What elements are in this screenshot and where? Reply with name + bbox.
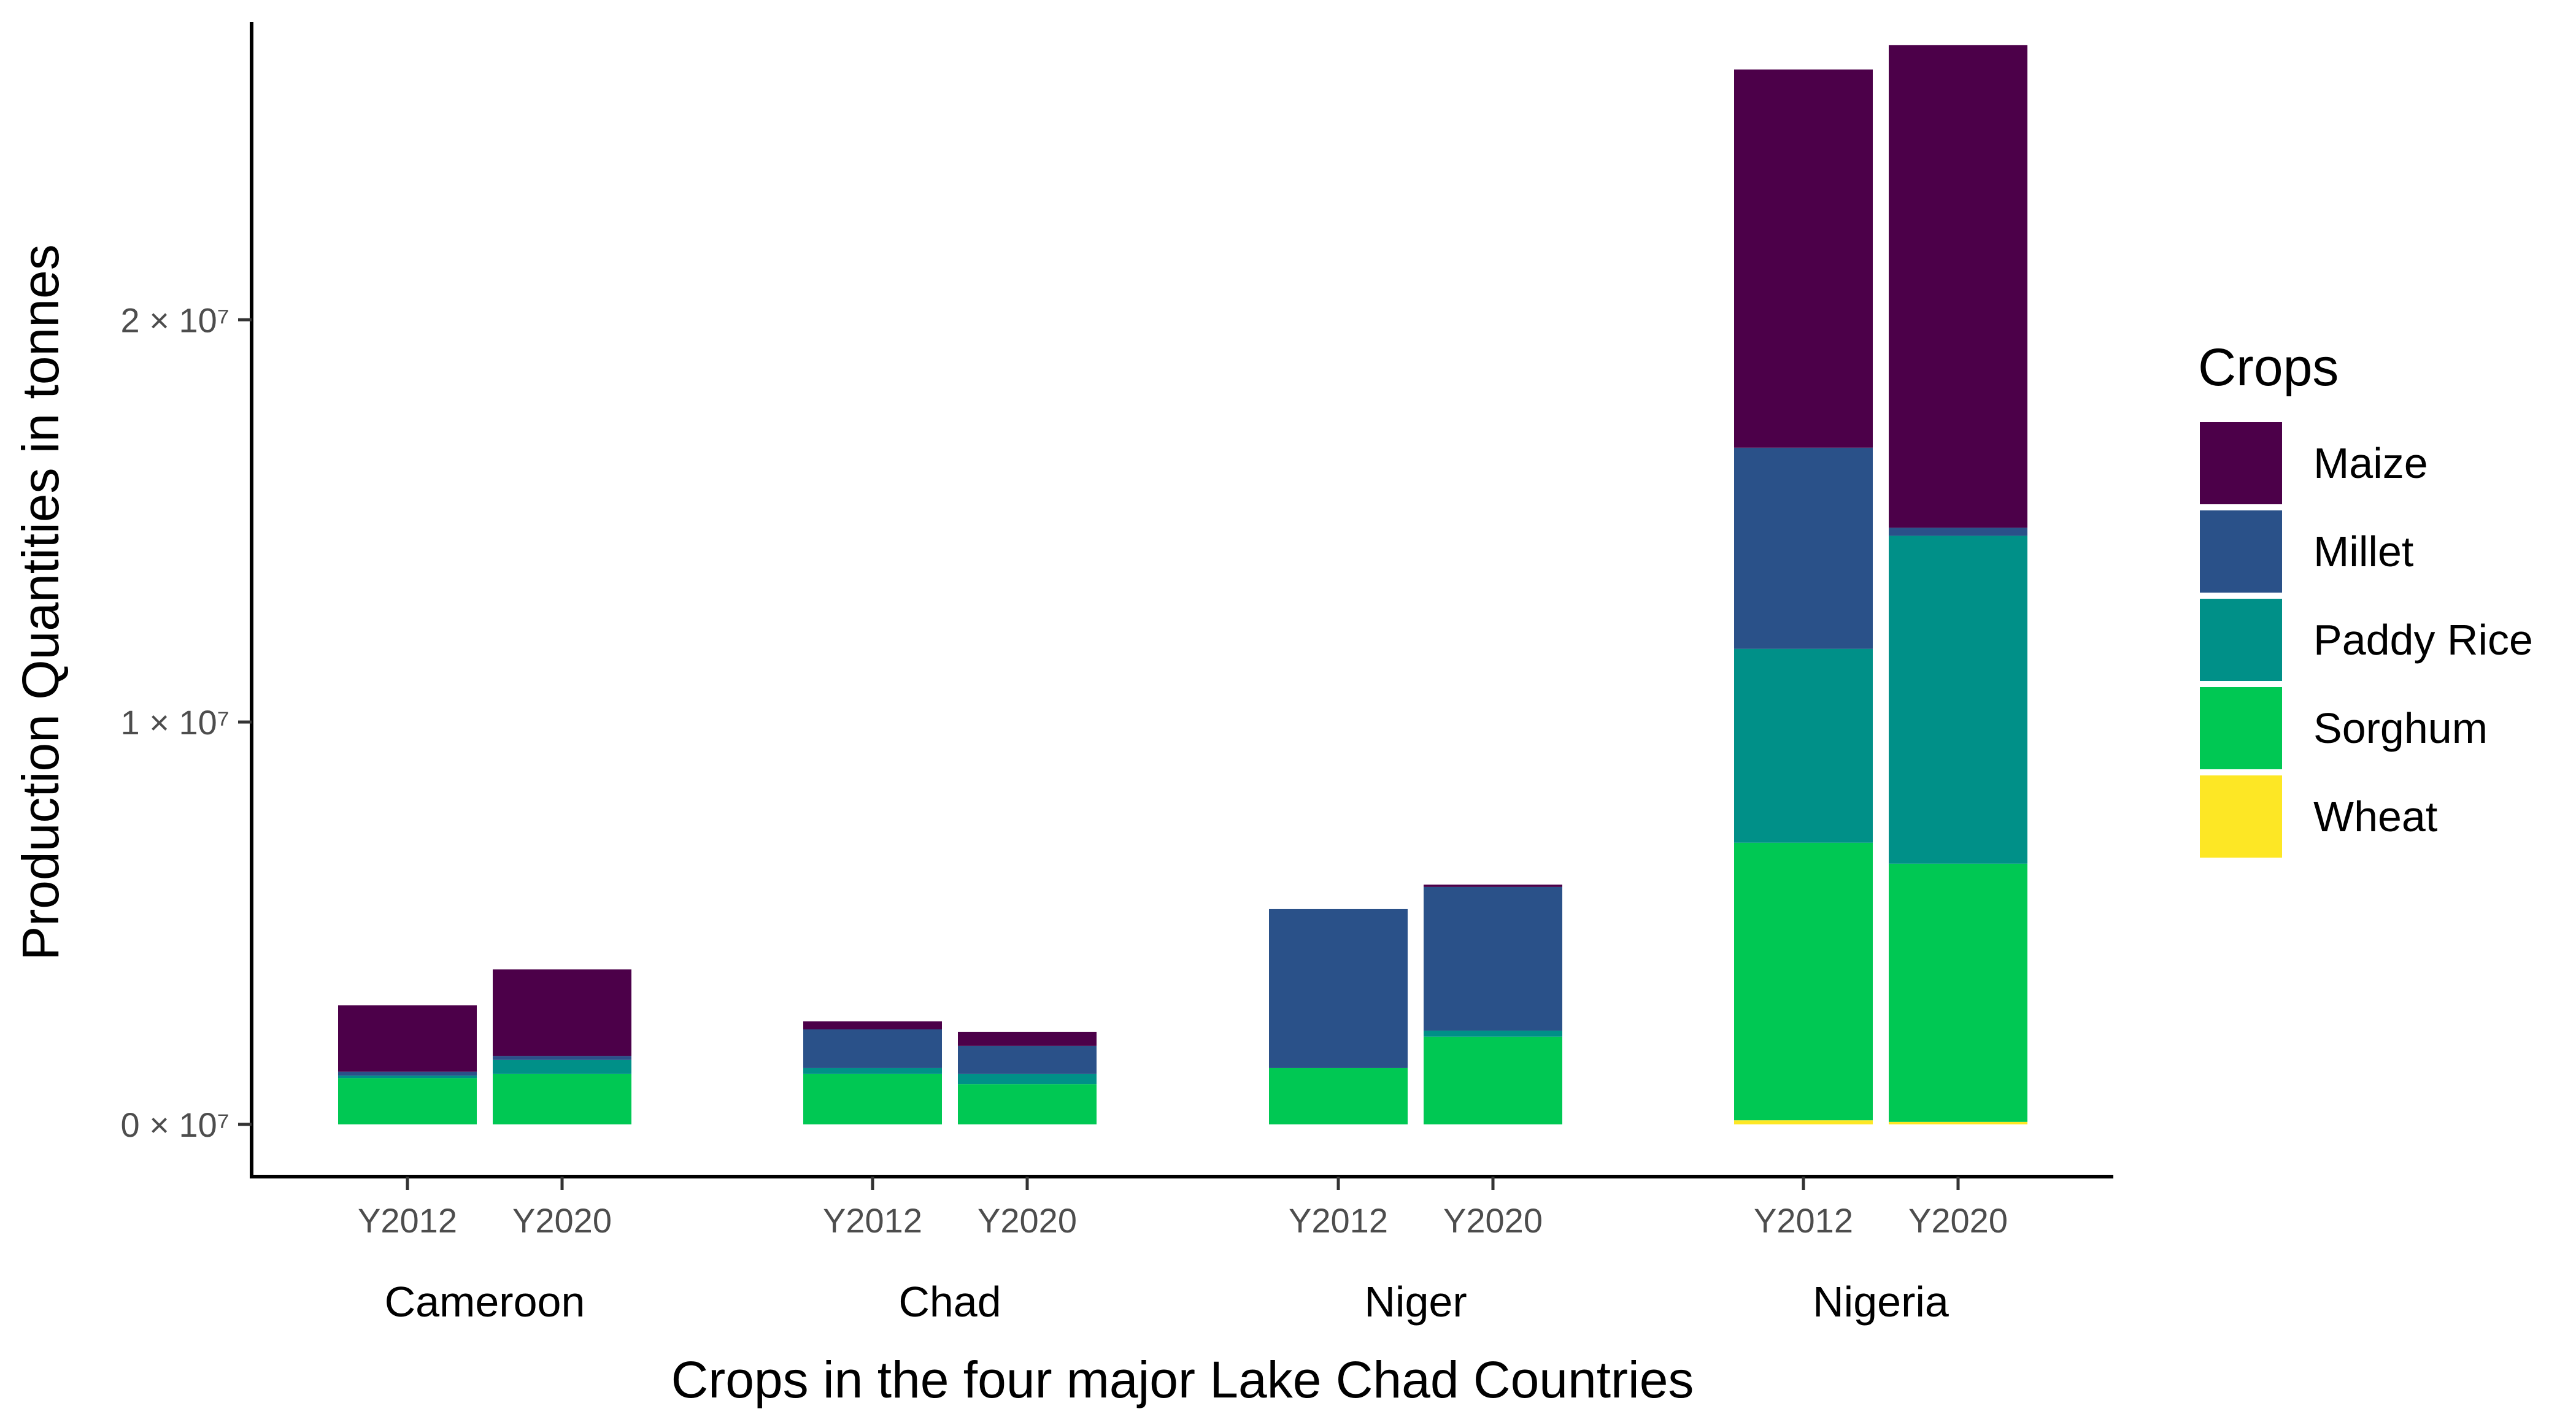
group-label-chad: Chad xyxy=(898,1278,1001,1326)
legend-label-millet: Millet xyxy=(2313,528,2413,575)
bar-nigeria-y2020-maize xyxy=(1889,45,2027,528)
legend-key-millet xyxy=(2200,510,2282,593)
y-tick-label: 2 × 10⁷ xyxy=(120,301,229,339)
bar-niger-y2020-maize xyxy=(1424,884,1562,887)
bar-cameroon-y2012-millet xyxy=(338,1071,477,1076)
x-tick-label: Y2012 xyxy=(1289,1201,1388,1240)
bar-chad-y2012-sorghum xyxy=(803,1074,942,1124)
legend-label-maize: Maize xyxy=(2313,439,2428,487)
bar-nigeria-y2012-wheat xyxy=(1734,1120,1873,1124)
legend-label-sorghum: Sorghum xyxy=(2313,704,2488,752)
bar-nigeria-y2020-paddy-rice xyxy=(1889,536,2027,864)
bar-niger-y2020-millet xyxy=(1424,886,1562,1031)
bar-chad-y2020-sorghum xyxy=(958,1084,1097,1124)
bars-layer xyxy=(338,45,2027,1124)
x-tick-label: Y2020 xyxy=(978,1201,1077,1240)
y-ticks: 0 × 10⁷ 1 × 10⁷ 2 × 10⁷ xyxy=(120,301,252,1144)
bar-niger-y2012-millet xyxy=(1269,909,1408,1068)
bar-niger-y2012-sorghum xyxy=(1269,1067,1408,1124)
bar-nigeria-y2020-wheat xyxy=(1889,1121,2027,1124)
bar-cameroon-y2020-millet xyxy=(493,1056,631,1060)
bar-chad-y2012-paddy-rice xyxy=(803,1067,942,1074)
group-label-nigeria: Nigeria xyxy=(1813,1278,1949,1326)
bar-cameroon-y2020-sorghum xyxy=(493,1074,631,1124)
bar-chad-y2020-paddy-rice xyxy=(958,1074,1097,1085)
x-tick-label: Y2012 xyxy=(823,1201,922,1240)
bar-chad-y2012-maize xyxy=(803,1021,942,1029)
bar-cameroon-y2020-paddy-rice xyxy=(493,1059,631,1074)
legend: Crops Maize Millet Paddy Rice Sorghum Wheat xyxy=(2198,338,2533,858)
bar-cameroon-y2012-paddy-rice xyxy=(338,1075,477,1078)
bar-niger-y2020-sorghum xyxy=(1424,1036,1562,1124)
bar-nigeria-y2012-paddy-rice xyxy=(1734,648,1873,843)
x-ticks: Y2012 Y2020 Cameroon Y2012 Y2020 Chad Y2012 Y20… xyxy=(358,1177,2008,1326)
x-tick-label: Y2020 xyxy=(1908,1201,2008,1240)
x-tick-label: Y2012 xyxy=(358,1201,457,1240)
legend-key-paddy-rice xyxy=(2200,599,2282,681)
bar-nigeria-y2012-millet xyxy=(1734,447,1873,649)
bar-cameroon-y2020-maize xyxy=(493,969,631,1056)
bar-nigeria-y2020-sorghum xyxy=(1889,863,2027,1122)
bar-chad-y2020-millet xyxy=(958,1045,1097,1074)
legend-label-wheat: Wheat xyxy=(2313,793,2437,840)
x-axis-title: Crops in the four major Lake Chad Countr… xyxy=(671,1351,1694,1409)
legend-key-maize xyxy=(2200,422,2282,504)
bar-niger-y2020-paddy-rice xyxy=(1424,1030,1562,1037)
y-tick-label: 0 × 10⁷ xyxy=(120,1105,229,1144)
bar-chad-y2020-maize xyxy=(958,1031,1097,1046)
x-tick-label: Y2020 xyxy=(512,1201,612,1240)
legend-key-wheat xyxy=(2200,775,2282,858)
y-tick-label: 1 × 10⁷ xyxy=(120,703,229,742)
group-label-niger: Niger xyxy=(1364,1278,1467,1326)
legend-title: Crops xyxy=(2198,338,2339,397)
group-label-cameroon: Cameroon xyxy=(385,1278,585,1326)
bar-cameroon-y2012-maize xyxy=(338,1005,477,1072)
bar-nigeria-y2012-maize xyxy=(1734,69,1873,448)
x-tick-label: Y2012 xyxy=(1754,1201,1853,1240)
legend-label-paddy-rice: Paddy Rice xyxy=(2313,616,2533,664)
y-axis-title: Production Quantities in tonnes xyxy=(12,244,69,960)
bar-chad-y2012-millet xyxy=(803,1029,942,1068)
bar-nigeria-y2020-millet xyxy=(1889,528,2027,536)
bar-cameroon-y2012-sorghum xyxy=(338,1078,477,1124)
legend-key-sorghum xyxy=(2200,687,2282,769)
bar-nigeria-y2012-sorghum xyxy=(1734,842,1873,1121)
x-tick-label: Y2020 xyxy=(1443,1201,1543,1240)
